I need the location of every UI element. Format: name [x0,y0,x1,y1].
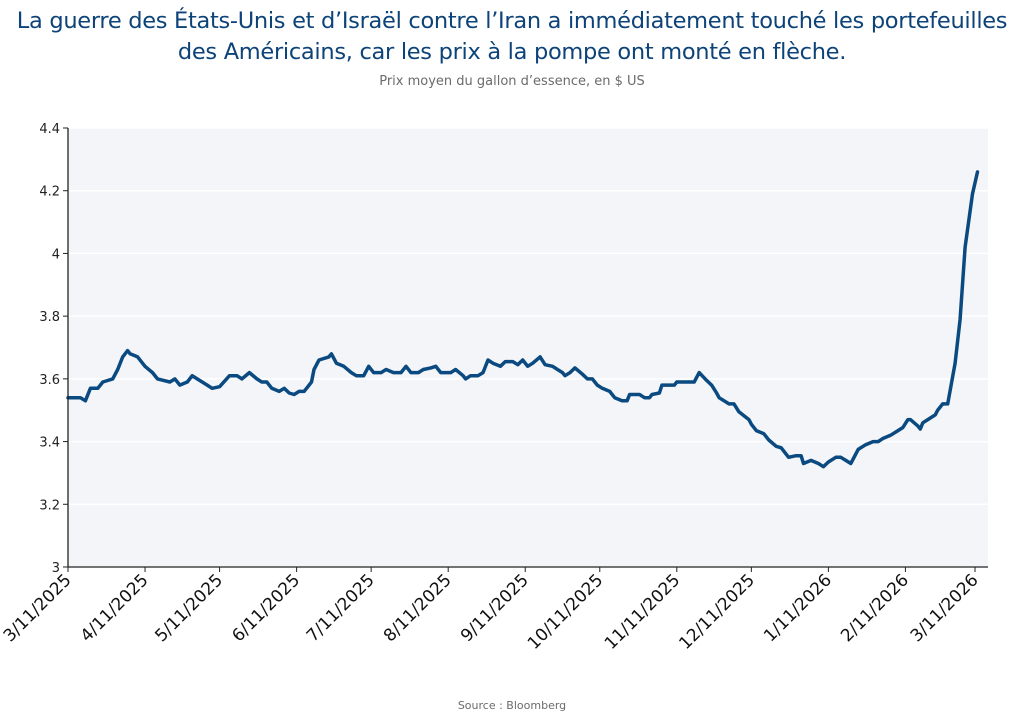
chart-title: La guerre des États-Unis et d’Israël con… [16,8,1008,65]
x-tick-label: 1/11/2026 [760,570,836,646]
y-tick-label: 3.2 [39,498,60,513]
x-tick-label: 12/11/2025 [675,570,758,653]
y-tick-label: 3.4 [39,436,60,451]
x-tick-label: 11/11/2025 [601,570,684,653]
x-tick-label: 3/11/2026 [907,570,983,646]
y-tick-label: 4.4 [39,122,60,137]
x-tick-label: 7/11/2025 [303,570,379,646]
x-tick-label: 10/11/2025 [524,570,607,653]
gas-price-line [66,170,980,469]
y-tick-label: 3.6 [39,373,60,388]
x-tick-label: 4/11/2025 [77,570,153,646]
y-tick-label: 4 [52,247,60,262]
x-tick-label: 2/11/2026 [837,570,913,646]
plot-area [68,128,988,567]
x-tick-label: 8/11/2025 [380,570,456,646]
x-tick-label: 5/11/2025 [151,570,227,646]
y-tick-label: 3.8 [39,310,60,325]
chart-subtitle: Prix moyen du gallon d’essence, en $ US [379,74,645,89]
y-tick-label: 4.2 [39,185,60,200]
x-tick-label: 9/11/2025 [457,570,533,646]
x-tick-label: 6/11/2025 [228,570,304,646]
source-note: Source : Bloomberg [457,699,567,712]
y-tick-label: 3 [52,561,60,576]
y-axis-ticks: 3 3.2 3.4 3.6 3.8 4 4.2 4.4 [39,122,68,576]
x-tick-label: 3/11/2025 [0,570,76,646]
